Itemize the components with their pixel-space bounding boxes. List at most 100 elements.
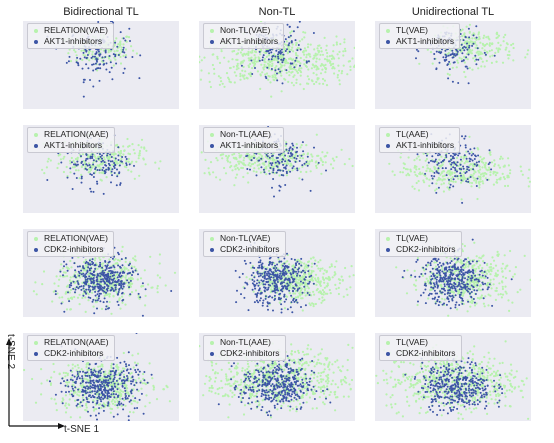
generated-point bbox=[336, 53, 339, 56]
generated-point bbox=[500, 296, 503, 299]
inhibitor-point bbox=[459, 172, 462, 175]
inhibitor-point bbox=[287, 44, 290, 47]
generated-point bbox=[145, 149, 148, 152]
generated-point bbox=[313, 293, 316, 296]
generated-point bbox=[255, 170, 258, 173]
generated-point bbox=[501, 61, 505, 64]
inhibitor-point bbox=[46, 179, 49, 181]
generated-point bbox=[352, 274, 355, 277]
generated-point bbox=[289, 57, 292, 60]
inhibitor-point bbox=[416, 258, 419, 261]
generated-point bbox=[326, 60, 329, 63]
legend-label: AKT1-inhibitors bbox=[220, 36, 279, 46]
inhibitor-point bbox=[484, 282, 487, 285]
inhibitor-point bbox=[240, 293, 242, 296]
inhibitor-point bbox=[291, 147, 294, 150]
generated-point bbox=[63, 275, 66, 278]
generated-point bbox=[46, 160, 49, 163]
generated-point bbox=[144, 294, 147, 297]
generated-point bbox=[496, 171, 499, 174]
inhibitor-point bbox=[89, 155, 92, 158]
inhibitor-point bbox=[117, 154, 120, 157]
generated-point bbox=[462, 170, 465, 173]
inhibitor-point bbox=[304, 276, 307, 279]
legend-entry: AKT1-inhibitors bbox=[31, 140, 109, 151]
generated-point bbox=[120, 250, 123, 253]
generated-point bbox=[283, 64, 286, 67]
generated-point bbox=[467, 41, 470, 44]
generated-point bbox=[477, 67, 480, 70]
generated-point bbox=[43, 172, 46, 175]
generated-point bbox=[235, 173, 239, 176]
inhibitor-point bbox=[486, 276, 489, 279]
inhibitor-point bbox=[471, 159, 474, 162]
generated-point bbox=[463, 55, 466, 59]
inhibitor-point bbox=[129, 40, 131, 42]
inhibitor-point bbox=[305, 161, 308, 163]
generated-point bbox=[241, 48, 244, 51]
generated-point bbox=[337, 292, 340, 296]
generated-point bbox=[58, 296, 61, 299]
inhibitor-point bbox=[118, 287, 121, 290]
inhibitor-point bbox=[282, 163, 285, 166]
scatter-panel: RELATION(VAE) CDK2-inhibitors bbox=[23, 229, 179, 317]
inhibitor-point bbox=[288, 50, 291, 53]
inhibitor-point bbox=[107, 273, 110, 276]
generated-point bbox=[482, 254, 485, 257]
inhibitor-point bbox=[250, 159, 253, 162]
generated-point bbox=[471, 68, 474, 71]
inhibitor-point bbox=[117, 264, 120, 267]
generated-point bbox=[235, 68, 238, 71]
generated-point bbox=[223, 166, 226, 170]
generated-point bbox=[208, 171, 211, 174]
generated-point bbox=[107, 57, 111, 60]
inhibitor-point bbox=[77, 287, 80, 290]
generated-point bbox=[482, 175, 485, 178]
generated-point bbox=[231, 169, 234, 172]
inhibitor-point bbox=[298, 160, 301, 162]
inhibitor-point bbox=[277, 57, 280, 60]
inhibitor-point bbox=[86, 157, 89, 160]
generated-point bbox=[287, 162, 290, 165]
generated-point bbox=[304, 49, 308, 52]
generated-point bbox=[237, 48, 240, 51]
inhibitor-point bbox=[82, 163, 85, 166]
generated-point bbox=[451, 176, 454, 179]
generated-point bbox=[291, 157, 294, 160]
inhibitor-point bbox=[436, 292, 439, 295]
generated-point bbox=[413, 269, 416, 272]
inhibitor-point bbox=[96, 48, 99, 51]
generated-point bbox=[113, 56, 116, 59]
inhibitor-point bbox=[490, 168, 493, 171]
generated-point bbox=[114, 290, 117, 293]
generated-point bbox=[304, 294, 307, 297]
inhibitor-point bbox=[454, 175, 457, 178]
generated-point bbox=[233, 71, 236, 74]
generated-point bbox=[133, 177, 136, 180]
generated-point bbox=[209, 85, 212, 89]
inhibitor-point bbox=[108, 277, 111, 280]
generated-point bbox=[127, 284, 130, 287]
inhibitor-point bbox=[510, 278, 513, 281]
generated-point bbox=[302, 49, 305, 53]
inhibitor-point bbox=[266, 272, 268, 275]
generated-point bbox=[481, 172, 484, 175]
generated-point bbox=[401, 171, 404, 174]
generated-point bbox=[113, 43, 116, 46]
generated-point bbox=[472, 280, 475, 283]
inhibitor-point bbox=[74, 269, 77, 272]
inhibitor-point bbox=[282, 53, 285, 56]
legend-label: Non-TL(VAE) bbox=[220, 233, 271, 243]
legend-marker-icon bbox=[34, 247, 38, 252]
generated-point bbox=[96, 267, 99, 270]
inhibitor-point bbox=[141, 282, 144, 285]
inhibitor-point bbox=[109, 275, 112, 278]
generated-point bbox=[102, 262, 105, 265]
generated-point bbox=[128, 144, 131, 147]
inhibitor-point bbox=[288, 149, 291, 152]
scatter-panel: TL(VAE) CDK2-inhibitors bbox=[375, 229, 531, 317]
inhibitor-point bbox=[117, 304, 120, 306]
inhibitor-point bbox=[243, 296, 246, 299]
inhibitor-point bbox=[92, 274, 95, 276]
inhibitor-point bbox=[278, 169, 280, 171]
